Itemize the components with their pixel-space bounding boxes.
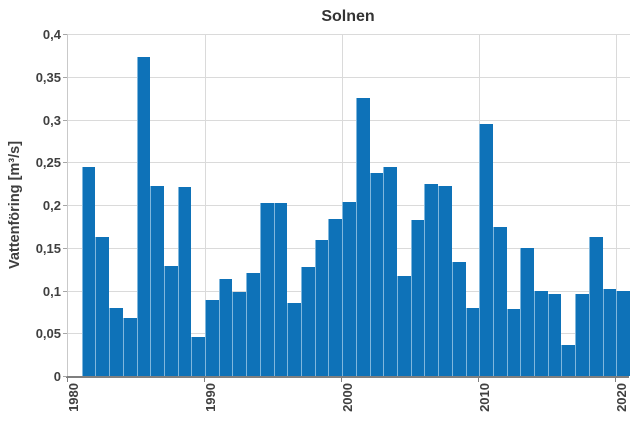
y-tick-mark [63, 376, 67, 377]
bar-1988 [177, 187, 192, 376]
bar-2003 [383, 167, 397, 376]
chart-title: Solnen [321, 8, 375, 25]
bar-1992 [232, 292, 247, 376]
bar-1981 [81, 166, 96, 376]
bar-1989 [191, 336, 206, 376]
y-tick-mark [63, 205, 67, 206]
y-tick-mark [63, 76, 67, 78]
x-tick-label-1980: 1980 [65, 383, 81, 412]
y-tick-label-0,3: 0,3 [42, 112, 61, 128]
y-tick-label-0,35: 0,35 [35, 69, 61, 85]
bar-1983 [109, 308, 123, 376]
bar-2004 [396, 275, 411, 376]
bar-2005 [410, 219, 425, 376]
gridline-x-2020 [616, 34, 618, 376]
y-tick-mark [63, 119, 67, 121]
bar-2012 [506, 309, 521, 376]
x-tick-label-1990: 1990 [202, 383, 218, 412]
bar-2016 [561, 345, 576, 376]
y-tick-mark [63, 247, 67, 249]
gridline-y-0.4 [68, 34, 630, 35]
y-tick-mark [63, 333, 67, 335]
bar-2014 [534, 290, 548, 376]
bar-2010 [479, 123, 493, 376]
bar-2020 [616, 291, 630, 376]
gridline-y-0.35 [68, 76, 630, 78]
bar-1995 [273, 203, 288, 376]
x-tick-mark [615, 378, 617, 382]
bar-1991 [218, 279, 233, 376]
y-tick-mark [63, 290, 67, 292]
x-tick-mark [204, 378, 206, 382]
bar-1999 [328, 218, 343, 376]
bar-2017 [575, 293, 589, 376]
y-tick-label-0,25: 0,25 [35, 155, 61, 171]
bar-2009 [465, 307, 480, 376]
gridline-y-0.25 [68, 162, 630, 164]
bar-1986 [150, 186, 164, 376]
bar-1994 [259, 203, 274, 376]
gridline-y-0.3 [68, 119, 630, 121]
x-tick-label-2010: 2010 [477, 383, 493, 412]
bar-2011 [492, 227, 507, 376]
bar-1985 [136, 57, 151, 376]
y-tick-label-0,15: 0,15 [35, 240, 61, 256]
bar-1984 [122, 317, 137, 376]
x-tick-label-2020: 2020 [614, 383, 630, 412]
bar-1996 [287, 303, 302, 376]
y-tick-label-0,2: 0,2 [42, 198, 61, 213]
y-tick-label-0,05: 0,05 [35, 326, 61, 342]
bar-1997 [301, 267, 315, 376]
x-axis-line [66, 376, 629, 378]
bar-2015 [547, 293, 562, 376]
x-tick-label-2000: 2000 [340, 383, 355, 412]
bar-2001 [355, 98, 370, 376]
bar-2013 [520, 247, 535, 376]
x-tick-mark [67, 378, 68, 382]
bar-1990 [205, 299, 219, 376]
bar-2007 [438, 186, 452, 376]
y-tick-label-0,1: 0,1 [42, 283, 61, 299]
bar-2002 [369, 172, 384, 376]
bar-2006 [424, 184, 439, 376]
bar-1993 [246, 272, 260, 376]
bar-1998 [314, 240, 329, 376]
plot-area [67, 34, 630, 376]
x-tick-mark [478, 378, 480, 382]
y-tick-mark [63, 34, 67, 35]
bar-2000 [342, 202, 356, 376]
bar-1987 [163, 265, 178, 376]
bar-1982 [95, 236, 110, 376]
y-tick-label-0,4: 0,4 [42, 27, 61, 42]
x-tick-mark [341, 378, 343, 382]
y-tick-label-0: 0 [53, 369, 61, 384]
y-tick-mark [63, 162, 67, 164]
bar-2018 [588, 236, 603, 376]
gridline-x-1990 [205, 34, 207, 376]
bar-2008 [451, 262, 466, 376]
bar-2019 [602, 288, 617, 376]
